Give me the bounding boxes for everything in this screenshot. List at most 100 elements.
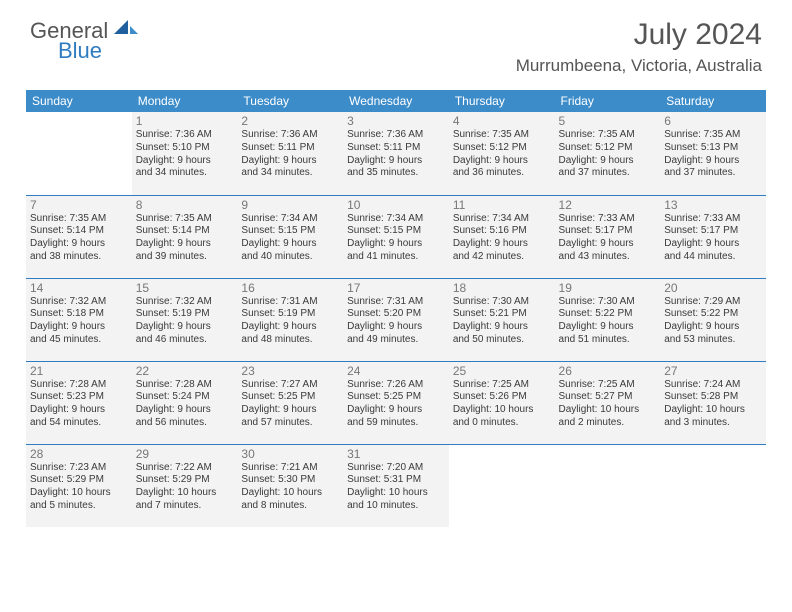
- day-info: Sunrise: 7:25 AMSunset: 5:26 PMDaylight:…: [453, 379, 551, 430]
- calendar-cell: 11Sunrise: 7:34 AMSunset: 5:16 PMDayligh…: [449, 195, 555, 278]
- day-header: Sunday: [26, 90, 132, 112]
- day-number: 17: [347, 281, 445, 295]
- calendar-cell: [660, 444, 766, 527]
- calendar-cell: 12Sunrise: 7:33 AMSunset: 5:17 PMDayligh…: [555, 195, 661, 278]
- calendar-cell: 18Sunrise: 7:30 AMSunset: 5:21 PMDayligh…: [449, 278, 555, 361]
- day-number: 7: [30, 198, 128, 212]
- day-info: Sunrise: 7:30 AMSunset: 5:21 PMDaylight:…: [453, 296, 551, 347]
- day-number: 22: [136, 364, 234, 378]
- calendar-cell: 14Sunrise: 7:32 AMSunset: 5:18 PMDayligh…: [26, 278, 132, 361]
- day-info: Sunrise: 7:26 AMSunset: 5:25 PMDaylight:…: [347, 379, 445, 430]
- calendar-cell: 27Sunrise: 7:24 AMSunset: 5:28 PMDayligh…: [660, 361, 766, 444]
- calendar-cell: [449, 444, 555, 527]
- calendar-cell: 23Sunrise: 7:27 AMSunset: 5:25 PMDayligh…: [237, 361, 343, 444]
- day-info: Sunrise: 7:23 AMSunset: 5:29 PMDaylight:…: [30, 462, 128, 513]
- calendar-cell: 13Sunrise: 7:33 AMSunset: 5:17 PMDayligh…: [660, 195, 766, 278]
- calendar-cell: 29Sunrise: 7:22 AMSunset: 5:29 PMDayligh…: [132, 444, 238, 527]
- logo-text-blue: Blue: [58, 38, 138, 64]
- day-number: 21: [30, 364, 128, 378]
- logo-sail-icon: [114, 20, 138, 36]
- day-info: Sunrise: 7:35 AMSunset: 5:13 PMDaylight:…: [664, 129, 762, 180]
- calendar-cell: 10Sunrise: 7:34 AMSunset: 5:15 PMDayligh…: [343, 195, 449, 278]
- day-info: Sunrise: 7:34 AMSunset: 5:16 PMDaylight:…: [453, 213, 551, 264]
- day-number: 26: [559, 364, 657, 378]
- day-info: Sunrise: 7:27 AMSunset: 5:25 PMDaylight:…: [241, 379, 339, 430]
- day-info: Sunrise: 7:32 AMSunset: 5:19 PMDaylight:…: [136, 296, 234, 347]
- day-info: Sunrise: 7:33 AMSunset: 5:17 PMDaylight:…: [664, 213, 762, 264]
- title-block: July 2024 Murrumbeena, Victoria, Austral…: [516, 18, 762, 76]
- day-number: 30: [241, 447, 339, 461]
- day-number: 24: [347, 364, 445, 378]
- day-number: 13: [664, 198, 762, 212]
- calendar-cell: 1Sunrise: 7:36 AMSunset: 5:10 PMDaylight…: [132, 112, 238, 195]
- day-number: 15: [136, 281, 234, 295]
- day-number: 29: [136, 447, 234, 461]
- day-number: 16: [241, 281, 339, 295]
- day-number: 25: [453, 364, 551, 378]
- day-header: Tuesday: [237, 90, 343, 112]
- day-info: Sunrise: 7:32 AMSunset: 5:18 PMDaylight:…: [30, 296, 128, 347]
- calendar-table: Sunday Monday Tuesday Wednesday Thursday…: [26, 90, 766, 527]
- calendar-row: 7Sunrise: 7:35 AMSunset: 5:14 PMDaylight…: [26, 195, 766, 278]
- day-info: Sunrise: 7:35 AMSunset: 5:14 PMDaylight:…: [30, 213, 128, 264]
- day-info: Sunrise: 7:28 AMSunset: 5:24 PMDaylight:…: [136, 379, 234, 430]
- day-info: Sunrise: 7:34 AMSunset: 5:15 PMDaylight:…: [347, 213, 445, 264]
- day-header: Monday: [132, 90, 238, 112]
- day-info: Sunrise: 7:25 AMSunset: 5:27 PMDaylight:…: [559, 379, 657, 430]
- day-number: 18: [453, 281, 551, 295]
- calendar-cell: 15Sunrise: 7:32 AMSunset: 5:19 PMDayligh…: [132, 278, 238, 361]
- day-number: 11: [453, 198, 551, 212]
- calendar-cell: 26Sunrise: 7:25 AMSunset: 5:27 PMDayligh…: [555, 361, 661, 444]
- day-number: 8: [136, 198, 234, 212]
- calendar-cell: 30Sunrise: 7:21 AMSunset: 5:30 PMDayligh…: [237, 444, 343, 527]
- day-number: 28: [30, 447, 128, 461]
- day-number: 3: [347, 114, 445, 128]
- day-header: Wednesday: [343, 90, 449, 112]
- calendar-cell: 20Sunrise: 7:29 AMSunset: 5:22 PMDayligh…: [660, 278, 766, 361]
- day-info: Sunrise: 7:36 AMSunset: 5:11 PMDaylight:…: [241, 129, 339, 180]
- calendar-cell: 25Sunrise: 7:25 AMSunset: 5:26 PMDayligh…: [449, 361, 555, 444]
- day-number: 12: [559, 198, 657, 212]
- month-title: July 2024: [516, 18, 762, 52]
- day-number: 20: [664, 281, 762, 295]
- day-info: Sunrise: 7:36 AMSunset: 5:10 PMDaylight:…: [136, 129, 234, 180]
- calendar-cell: 2Sunrise: 7:36 AMSunset: 5:11 PMDaylight…: [237, 112, 343, 195]
- calendar-cell: 9Sunrise: 7:34 AMSunset: 5:15 PMDaylight…: [237, 195, 343, 278]
- day-info: Sunrise: 7:29 AMSunset: 5:22 PMDaylight:…: [664, 296, 762, 347]
- calendar-row: 21Sunrise: 7:28 AMSunset: 5:23 PMDayligh…: [26, 361, 766, 444]
- day-info: Sunrise: 7:35 AMSunset: 5:12 PMDaylight:…: [453, 129, 551, 180]
- day-number: 31: [347, 447, 445, 461]
- day-info: Sunrise: 7:35 AMSunset: 5:14 PMDaylight:…: [136, 213, 234, 264]
- day-info: Sunrise: 7:20 AMSunset: 5:31 PMDaylight:…: [347, 462, 445, 513]
- day-number: 6: [664, 114, 762, 128]
- day-info: Sunrise: 7:34 AMSunset: 5:15 PMDaylight:…: [241, 213, 339, 264]
- day-info: Sunrise: 7:21 AMSunset: 5:30 PMDaylight:…: [241, 462, 339, 513]
- calendar-cell: 3Sunrise: 7:36 AMSunset: 5:11 PMDaylight…: [343, 112, 449, 195]
- day-number: 9: [241, 198, 339, 212]
- calendar-row: 1Sunrise: 7:36 AMSunset: 5:10 PMDaylight…: [26, 112, 766, 195]
- day-info: Sunrise: 7:35 AMSunset: 5:12 PMDaylight:…: [559, 129, 657, 180]
- calendar-cell: 16Sunrise: 7:31 AMSunset: 5:19 PMDayligh…: [237, 278, 343, 361]
- day-number: 10: [347, 198, 445, 212]
- day-number: 1: [136, 114, 234, 128]
- calendar-cell: 4Sunrise: 7:35 AMSunset: 5:12 PMDaylight…: [449, 112, 555, 195]
- day-number: 4: [453, 114, 551, 128]
- calendar-cell: 7Sunrise: 7:35 AMSunset: 5:14 PMDaylight…: [26, 195, 132, 278]
- day-header: Saturday: [660, 90, 766, 112]
- calendar-cell: [26, 112, 132, 195]
- calendar-cell: [555, 444, 661, 527]
- calendar-cell: 8Sunrise: 7:35 AMSunset: 5:14 PMDaylight…: [132, 195, 238, 278]
- day-info: Sunrise: 7:36 AMSunset: 5:11 PMDaylight:…: [347, 129, 445, 180]
- day-info: Sunrise: 7:31 AMSunset: 5:19 PMDaylight:…: [241, 296, 339, 347]
- location: Murrumbeena, Victoria, Australia: [516, 56, 762, 76]
- calendar-cell: 24Sunrise: 7:26 AMSunset: 5:25 PMDayligh…: [343, 361, 449, 444]
- calendar-cell: 21Sunrise: 7:28 AMSunset: 5:23 PMDayligh…: [26, 361, 132, 444]
- day-info: Sunrise: 7:33 AMSunset: 5:17 PMDaylight:…: [559, 213, 657, 264]
- calendar-cell: 6Sunrise: 7:35 AMSunset: 5:13 PMDaylight…: [660, 112, 766, 195]
- day-header: Friday: [555, 90, 661, 112]
- logo: General Blue: [30, 18, 138, 64]
- day-number: 2: [241, 114, 339, 128]
- day-info: Sunrise: 7:30 AMSunset: 5:22 PMDaylight:…: [559, 296, 657, 347]
- day-number: 23: [241, 364, 339, 378]
- day-header-row: Sunday Monday Tuesday Wednesday Thursday…: [26, 90, 766, 112]
